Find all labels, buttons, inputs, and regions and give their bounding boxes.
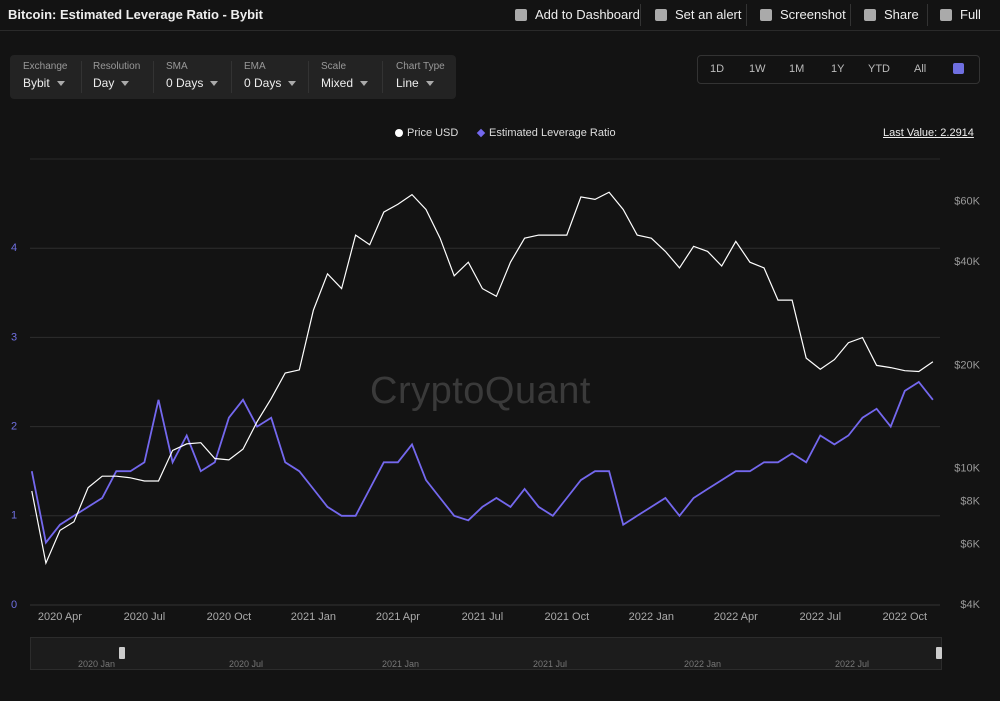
navigator: 2020 Jan 2020 Jul 2021 Jan 2021 Jul 2022… xyxy=(30,637,942,670)
action-label: Screenshot xyxy=(780,7,846,22)
filter-label: Chart Type xyxy=(396,61,445,72)
y2-tick-label: $4K xyxy=(960,599,980,611)
x-tick-label: 2021 Apr xyxy=(376,611,420,623)
filter[interactable]: Resolution Day xyxy=(93,61,140,90)
timeframe-button[interactable]: All xyxy=(914,63,927,75)
timeframe-button[interactable]: 1W xyxy=(749,63,766,75)
filter-value: Line xyxy=(396,76,445,90)
y-tick-label: 4 xyxy=(11,242,17,254)
navigator-label: 2020 Jan xyxy=(78,659,116,669)
y2-tick-label: $20K xyxy=(954,359,980,371)
filter-label: Resolution xyxy=(93,61,141,72)
x-tick-label: 2021 Jan xyxy=(291,611,336,623)
separator xyxy=(640,4,641,26)
legend-marker xyxy=(476,128,486,138)
filter-panel: Exchange Bybit Resolution Day SMA 0 Days EM… xyxy=(10,55,456,99)
x-tick-label: 2020 Apr xyxy=(38,611,82,623)
separator xyxy=(153,61,154,93)
page-title: Bitcoin: Estimated Leverage Ratio - Bybi… xyxy=(8,7,263,22)
icon xyxy=(515,8,527,21)
x-tick-label: 2020 Jul xyxy=(124,611,166,623)
filter-value: 0 Days xyxy=(244,76,296,90)
navigator-label: 2020 Jul xyxy=(229,659,264,669)
filter-label: Scale xyxy=(321,61,347,72)
filter-value: Day xyxy=(93,76,140,90)
navigator-label: 2022 Jan xyxy=(684,659,722,669)
icon xyxy=(760,8,772,21)
y2-tick-label: $8K xyxy=(960,496,980,508)
icon xyxy=(940,8,952,21)
navigator-handle[interactable] xyxy=(119,647,125,659)
x-tick-label: 2021 Jul xyxy=(462,611,504,623)
y-tick-label: 3 xyxy=(11,331,17,343)
x-tick-label: 2022 Jan xyxy=(629,611,674,623)
filter-value: Bybit xyxy=(23,76,67,90)
action-button[interactable]: Set an alert xyxy=(655,7,742,22)
series-line xyxy=(30,380,934,545)
timeframe-button[interactable]: 1Y xyxy=(831,63,845,75)
icon xyxy=(655,8,667,21)
timeframe-bar: 1D 1W 1M 1Y YTD All xyxy=(697,55,980,84)
y2-tick-label: $40K xyxy=(954,256,980,268)
legend-label: Price USD xyxy=(407,127,458,139)
action-button[interactable]: Share xyxy=(864,7,919,22)
y2-tick-label: $10K xyxy=(954,462,980,474)
watermark: CryptoQuant xyxy=(370,370,591,412)
x-tick-label: 2022 Jul xyxy=(799,611,841,623)
top-bar: Bitcoin: Estimated Leverage Ratio - Bybi… xyxy=(0,0,1000,31)
filter[interactable]: Exchange Bybit xyxy=(23,61,67,90)
filter-value: Mixed xyxy=(321,76,368,90)
navigator-label: 2022 Jul xyxy=(835,659,870,669)
separator xyxy=(746,4,747,26)
calendar-button[interactable] xyxy=(953,63,964,74)
navigator-handle[interactable] xyxy=(936,647,942,659)
series-line xyxy=(31,191,934,566)
action-label: Add to Dashboard xyxy=(535,7,640,22)
separator xyxy=(927,4,928,26)
timeframe-button[interactable]: 1D xyxy=(710,63,725,75)
separator xyxy=(81,61,82,93)
navigator-label: 2021 Jul xyxy=(533,659,568,669)
action-label: Share xyxy=(884,7,919,22)
y-tick-label: 0 xyxy=(11,599,17,611)
filter-label: Exchange xyxy=(23,61,68,72)
filter[interactable]: EMA 0 Days xyxy=(244,61,296,90)
y2-tick-label: $6K xyxy=(960,539,980,551)
action-button[interactable]: Add to Dashboard xyxy=(515,7,640,22)
action-label: Full xyxy=(960,7,981,22)
separator xyxy=(231,61,232,93)
x-tick-label: 2022 Oct xyxy=(882,611,927,623)
separator xyxy=(850,4,851,26)
y2-tick-label: $60K xyxy=(954,196,980,208)
navigator-label: 2021 Jan xyxy=(382,659,420,669)
y-tick-label: 1 xyxy=(11,510,17,522)
last-value: Last Value: 2.2914 xyxy=(883,127,974,139)
action-label: Set an alert xyxy=(675,7,742,22)
filter[interactable]: Chart Type Line xyxy=(396,61,445,90)
action-button[interactable]: Full xyxy=(940,7,981,22)
timeframe-button[interactable]: YTD xyxy=(868,63,890,75)
separator xyxy=(382,61,383,93)
separator xyxy=(308,61,309,93)
x-tick-label: 2020 Oct xyxy=(207,611,252,623)
filter-value: 0 Days xyxy=(166,76,218,90)
icon xyxy=(864,8,876,21)
filter[interactable]: Scale Mixed xyxy=(321,61,368,90)
filter-label: SMA xyxy=(166,61,188,72)
filter[interactable]: SMA 0 Days xyxy=(166,61,218,90)
x-tick-label: 2021 Oct xyxy=(545,611,590,623)
filter-label: EMA xyxy=(244,61,266,72)
y-tick-label: 2 xyxy=(11,421,17,433)
legend-marker xyxy=(395,129,403,137)
legend-label: Estimated Leverage Ratio xyxy=(489,127,616,139)
action-button[interactable]: Screenshot xyxy=(760,7,846,22)
x-tick-label: 2022 Apr xyxy=(714,611,758,623)
timeframe-button[interactable]: 1M xyxy=(789,63,805,75)
